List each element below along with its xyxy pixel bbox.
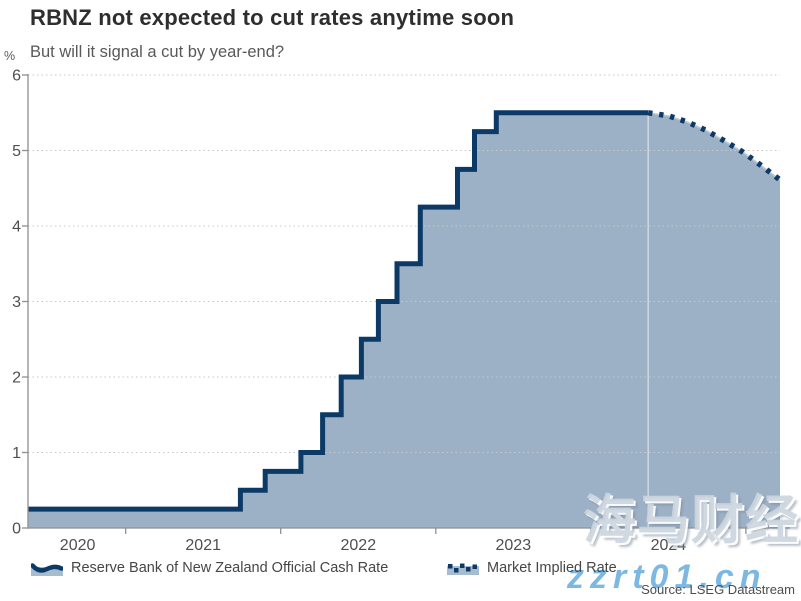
- y-tick-label: 6: [12, 68, 21, 85]
- dotted-line-swatch-icon: [447, 563, 479, 575]
- y-tick-label: 3: [12, 294, 21, 311]
- y-tick-label: 0: [12, 521, 21, 538]
- x-tick-label: 2021: [185, 537, 221, 554]
- y-tick-label: 5: [12, 143, 21, 160]
- official-cash-rate-line: [28, 110, 649, 512]
- legend-item-official-cash-rate: Reserve Bank of New Zealand Official Cas…: [31, 558, 388, 578]
- y-tick-label: 1: [12, 445, 21, 462]
- market-implied-rate-line: [647, 110, 782, 183]
- legend-item-market-implied-rate: Market Implied Rate: [447, 558, 617, 578]
- watermark-cjk: 海马财经: [583, 491, 799, 550]
- chart-title: RBNZ not expected to cut rates anytime s…: [30, 5, 515, 30]
- legend-label-official-cash-rate: Reserve Bank of New Zealand Official Cas…: [71, 560, 389, 576]
- wave-line-swatch-icon: [31, 562, 63, 576]
- area-fill: [28, 112, 780, 529]
- chart-subtitle: But will it signal a cut by year-end?: [30, 43, 285, 61]
- legend-label-market-implied-rate: Market Implied Rate: [487, 560, 617, 576]
- source-note: Source: LSEG Datastream: [641, 582, 795, 597]
- y-axis-unit-label: %: [4, 49, 16, 63]
- x-tick-label: 2024: [651, 537, 687, 554]
- y-tick-label: 2: [12, 370, 21, 387]
- x-tick-label: 2023: [496, 537, 532, 554]
- y-tick-label: 4: [12, 219, 21, 236]
- x-tick-label: 2020: [60, 537, 96, 554]
- watermark-latin: zzrt01.cn: [567, 558, 767, 596]
- x-tick-label: 2022: [341, 537, 377, 554]
